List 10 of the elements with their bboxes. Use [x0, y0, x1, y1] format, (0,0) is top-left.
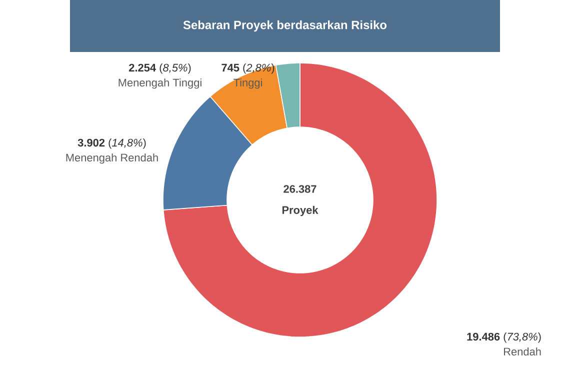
chart-title: Sebaran Proyek berdasarkan Risiko — [183, 20, 387, 32]
text: 26.387 — [284, 185, 316, 193]
data-label: 2.254 (8,5%) — [129, 64, 191, 74]
text: Proyek — [282, 206, 318, 216]
slice-label: Menengah Rendah — [66, 153, 158, 164]
slice-label: Rendah — [504, 347, 541, 356]
data-label: 3.902 (14,8%) — [78, 138, 146, 149]
data-label: 19.486 (73,8%) — [467, 332, 541, 343]
slice-label: Menengah Tinggi — [118, 78, 202, 89]
slice-label: Tinggi — [234, 78, 262, 89]
